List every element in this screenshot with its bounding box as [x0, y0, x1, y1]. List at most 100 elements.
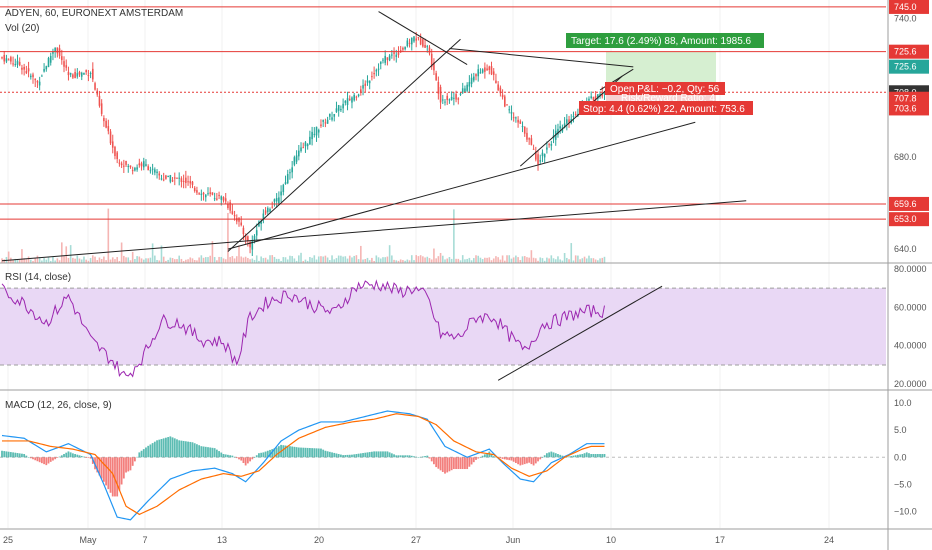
candle-body [291, 167, 293, 173]
macd-histogram-bar [147, 445, 150, 458]
macd-histogram-bar [5, 451, 8, 458]
candle-body [572, 115, 575, 117]
volume-bar [457, 258, 460, 263]
macd-histogram-bar [481, 455, 484, 458]
macd-histogram-bar [568, 456, 570, 458]
volume-bar [459, 260, 462, 263]
candle-body [433, 62, 435, 71]
volume-bar [260, 256, 262, 263]
candle-body [293, 157, 296, 165]
candle-body [147, 166, 149, 171]
volume-bar [61, 242, 63, 263]
macd-histogram-bar [284, 445, 287, 458]
rsi-tick-label: 80.0000 [894, 264, 927, 274]
candle-body [178, 177, 180, 179]
candle-body [158, 173, 161, 176]
macd-histogram-bar [89, 457, 92, 459]
volume-bar [140, 258, 143, 263]
macd-histogram-bar [21, 453, 23, 458]
volume-bar [391, 255, 393, 263]
volume-bar [100, 258, 103, 263]
macd-histogram-bar [109, 457, 112, 493]
candle-body [399, 50, 402, 53]
price-tag-label: 703.6 [894, 103, 917, 113]
volume-bar [322, 256, 324, 263]
macd-histogram-bar [450, 457, 453, 471]
stop-box [579, 101, 753, 115]
volume-bar [346, 258, 349, 263]
volume-bar [160, 245, 163, 263]
macd-histogram-bar [211, 447, 214, 458]
volume-bar [399, 259, 402, 263]
macd-histogram-bar [388, 452, 391, 458]
trend-lines[interactable] [1, 11, 747, 262]
candle-body [204, 194, 207, 198]
candle-body [114, 146, 116, 157]
macd-histogram-bar [424, 456, 426, 458]
volume-bar [23, 258, 25, 263]
open-pnl-box [605, 82, 725, 95]
candle-body [603, 92, 606, 95]
macd-histogram-bar [532, 457, 535, 466]
macd-histogram-bar [169, 436, 172, 458]
candle-body [355, 96, 358, 98]
candle-body [16, 60, 19, 65]
volume-bar [273, 256, 276, 263]
macd-histogram-bar [78, 455, 81, 458]
macd-histogram-bar [492, 456, 495, 458]
macd-histogram-bar [335, 453, 338, 458]
candle-body [306, 144, 309, 147]
candle-body [568, 119, 570, 123]
macd-histogram-bar [455, 457, 457, 470]
candle-body [488, 66, 491, 70]
volume-bar [41, 260, 43, 263]
volume-bar [472, 258, 475, 263]
candle-body [295, 155, 298, 162]
candle-body [384, 55, 386, 63]
volume-bar [107, 208, 110, 263]
volume-bar [72, 257, 74, 263]
candle-body [72, 74, 74, 78]
volume-bar [490, 260, 493, 263]
macd-histogram-bar [63, 454, 65, 458]
volume-bar [298, 255, 300, 263]
candle-body [348, 98, 351, 101]
volume-bar [568, 259, 570, 263]
signal-line [2, 413, 605, 516]
macd-histogram-bar [428, 457, 431, 459]
candle-body [176, 177, 178, 179]
candle-body [14, 64, 17, 66]
macd-histogram-bar [140, 450, 143, 458]
volume-bar [229, 257, 231, 263]
macd-histogram-bar [503, 457, 506, 460]
candle-body [592, 96, 595, 101]
macd-tick-label: 10.0 [894, 398, 912, 408]
macd-histogram-bar [160, 439, 163, 458]
macd-histogram-bar [162, 438, 165, 458]
volume-bar [466, 258, 468, 263]
macd-histogram-bar [96, 457, 99, 473]
macd-histogram-bar [244, 457, 247, 466]
candle-body [198, 193, 200, 195]
volume-bar [125, 257, 127, 263]
candle-body [80, 72, 83, 77]
candle-body [546, 147, 548, 150]
macd-histogram-bar [472, 457, 475, 463]
candle-body [346, 98, 349, 105]
volume-bar [267, 259, 269, 263]
macd-histogram-bar [545, 453, 548, 458]
macd-histogram-bar [220, 452, 223, 458]
macd-histogram-bar [506, 457, 508, 460]
volume-bar [353, 255, 355, 263]
macd-histogram-bar [215, 449, 218, 458]
volume-bar [510, 258, 513, 263]
macd-histogram-bar [304, 447, 307, 458]
candle-body [131, 170, 134, 172]
candle-body [29, 75, 32, 78]
volume-bar [382, 257, 384, 263]
candle-body [362, 85, 364, 89]
candle-body [160, 178, 163, 180]
candle-body [271, 206, 274, 208]
volume-bar [417, 256, 420, 263]
volume-bar [78, 258, 81, 263]
